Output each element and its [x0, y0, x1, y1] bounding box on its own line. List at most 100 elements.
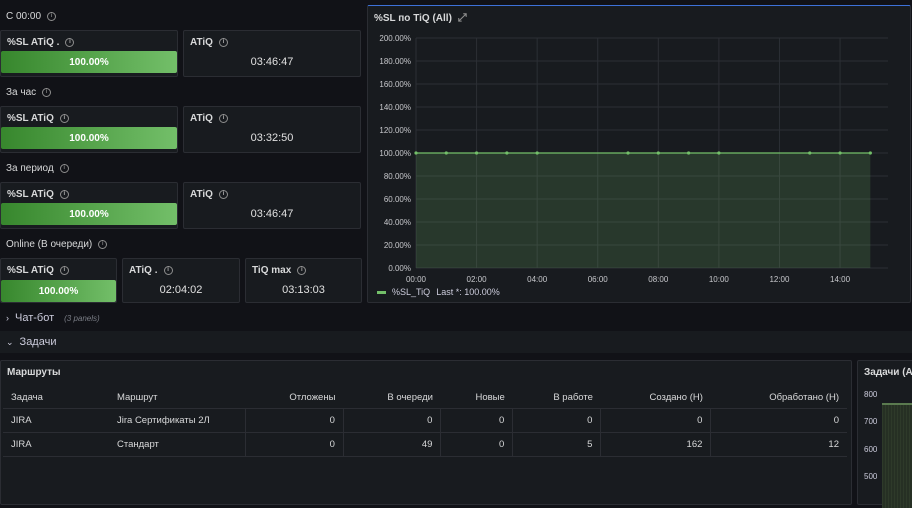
row-tasks[interactable]: ⌄ Задачи: [0, 331, 912, 353]
info-icon[interactable]: i: [59, 266, 69, 275]
chart-svg: 0.00% 20.00% 40.00% 60.00% 80.00% 100.00% 120.…: [379, 34, 888, 284]
x-tick-label: 02:00: [467, 275, 488, 284]
no-link-icon[interactable]: ⤢: [457, 12, 467, 24]
info-icon[interactable]: i: [47, 12, 57, 21]
panel-title: %SL ATiQ: [7, 189, 54, 200]
data-point[interactable]: [535, 151, 539, 155]
info-icon[interactable]: i: [98, 240, 108, 249]
data-point[interactable]: [686, 151, 691, 155]
side-y-tick-500: 500: [864, 472, 878, 481]
atiq-panel-3[interactable]: ATiQ i 03:46:47: [183, 182, 361, 229]
atiq-value: 03:46:47: [250, 208, 294, 220]
legend-last-value: Last *: 100.00%: [436, 287, 500, 297]
data-point[interactable]: [505, 151, 509, 155]
routes-table-panel[interactable]: Маршруты Задача Маршрут Отложены В очере…: [0, 360, 852, 505]
x-tick-label: 12:00: [769, 275, 790, 284]
sl-atiq-panel-4[interactable]: %SL ATiQ i 100.00%: [0, 258, 117, 303]
info-icon[interactable]: i: [218, 38, 228, 47]
chevron-right-icon: ›: [6, 313, 9, 323]
section-title-online: Online (В очереди) i: [6, 239, 108, 250]
sl-atiq-panel-1[interactable]: %SL ATiQ . i 100.00%: [0, 30, 178, 77]
chart-legend[interactable]: %SL_TiQ Last *: 100.00%: [377, 287, 500, 297]
chart-title: %SL по TiQ (All): [374, 13, 452, 24]
legend-series-name: %SL_TiQ: [392, 287, 431, 297]
atiq-value: 02:04:02: [159, 284, 203, 296]
info-icon[interactable]: i: [59, 164, 69, 173]
panel-title: ATiQ: [190, 37, 213, 48]
atiq-value: 03:46:47: [250, 56, 294, 68]
sl-atiq-panel-3[interactable]: %SL ATiQ i 100.00%: [0, 182, 178, 229]
y-tick-label: 20.00%: [384, 241, 411, 250]
side-y-tick-600: 600: [864, 445, 878, 454]
y-tick-label: 140.00%: [379, 103, 411, 112]
panel-title: %SL ATiQ: [7, 113, 54, 124]
section-title-per-period: За период i: [6, 163, 69, 174]
data-point[interactable]: [717, 151, 721, 155]
info-icon[interactable]: i: [297, 266, 307, 275]
section-title-since-midnight: С 00:00 i: [6, 11, 57, 22]
data-point[interactable]: [868, 151, 872, 155]
y-tick-label: 160.00%: [379, 80, 411, 89]
info-icon[interactable]: i: [59, 190, 69, 199]
sl-gauge: 100.00%: [1, 280, 116, 302]
sl-gauge: 100.00%: [1, 51, 177, 73]
atiq-value: 03:32:50: [250, 132, 294, 144]
chevron-down-icon: ⌄: [6, 336, 14, 347]
column-header-route[interactable]: Маршрут: [109, 386, 245, 409]
x-tick-label: 06:00: [588, 275, 609, 284]
tasks-chart-panel[interactable]: Задачи (All 800 700 600 500: [857, 360, 912, 508]
table-row[interactable]: JIRA Стандарт 0 49 0 5 162 12: [3, 432, 847, 457]
panel-title: TiQ max: [252, 265, 292, 276]
info-icon[interactable]: i: [218, 190, 228, 199]
y-tick-label: 40.00%: [384, 218, 411, 227]
data-point[interactable]: [656, 151, 660, 155]
legend-swatch: [377, 290, 386, 294]
row-chatbot[interactable]: › Чат-бот (3 panels): [0, 311, 912, 325]
data-point[interactable]: [414, 151, 418, 155]
atiq-panel-1[interactable]: ATiQ i 03:46:47: [183, 30, 361, 77]
column-header-processed[interactable]: Обработано (Н): [710, 386, 847, 409]
column-header-postponed[interactable]: Отложены: [245, 386, 344, 409]
info-icon[interactable]: i: [218, 114, 228, 123]
row-panel-count: (3 panels): [64, 313, 100, 323]
tiq-max-panel[interactable]: TiQ max i 03:13:03: [245, 258, 362, 303]
table-row[interactable]: JIRA Jira Сертификаты 2Л 0 0 0 0 0 0: [3, 408, 847, 433]
panel-title: ATiQ: [190, 113, 213, 124]
sl-tiq-chart-panel[interactable]: %SL по TiQ (All) ⤢ 0.00% 20.00% 40.00% 60.0…: [367, 5, 911, 303]
side-chart-area: [882, 403, 912, 508]
atiq-panel-4[interactable]: ATiQ . i 02:04:02: [122, 258, 240, 303]
column-header-new[interactable]: Новые: [440, 386, 513, 409]
y-tick-label: 0.00%: [388, 264, 411, 273]
row-title: Задачи: [19, 336, 57, 348]
y-tick-label: 80.00%: [384, 172, 411, 181]
x-tick-label: 04:00: [527, 275, 548, 284]
info-icon[interactable]: i: [65, 38, 75, 47]
panel-title: ATiQ: [190, 189, 213, 200]
panel-title: ATiQ .: [129, 265, 158, 276]
data-point[interactable]: [474, 151, 479, 155]
y-tick-label: 200.00%: [379, 34, 411, 43]
info-icon[interactable]: i: [163, 266, 173, 275]
table-title: Маршруты: [7, 367, 61, 378]
panel-title: %SL ATiQ: [7, 265, 54, 276]
series-area-fill: [416, 153, 871, 268]
column-header-in-queue[interactable]: В очереди: [343, 386, 441, 409]
info-icon[interactable]: i: [59, 114, 69, 123]
column-header-task[interactable]: Задача: [3, 386, 109, 409]
sl-atiq-panel-2[interactable]: %SL ATiQ i 100.00%: [0, 106, 178, 153]
data-point[interactable]: [444, 151, 448, 155]
data-point[interactable]: [626, 151, 630, 155]
side-panel-title: Задачи (All: [864, 367, 912, 378]
data-point[interactable]: [838, 151, 842, 155]
side-y-tick-700: 700: [864, 417, 878, 426]
sl-gauge: 100.00%: [1, 203, 177, 225]
atiq-panel-2[interactable]: ATiQ i 03:32:50: [183, 106, 361, 153]
info-icon[interactable]: i: [42, 88, 52, 97]
tiq-max-value: 03:13:03: [282, 284, 325, 296]
routes-table: Задача Маршрут Отложены В очереди Новые …: [3, 386, 847, 457]
y-tick-label: 120.00%: [379, 126, 411, 135]
data-point[interactable]: [808, 151, 812, 155]
column-header-created[interactable]: Создано (Н): [600, 386, 711, 409]
table-header-row: Задача Маршрут Отложены В очереди Новые …: [3, 386, 847, 409]
column-header-in-work[interactable]: В работе: [512, 386, 601, 409]
